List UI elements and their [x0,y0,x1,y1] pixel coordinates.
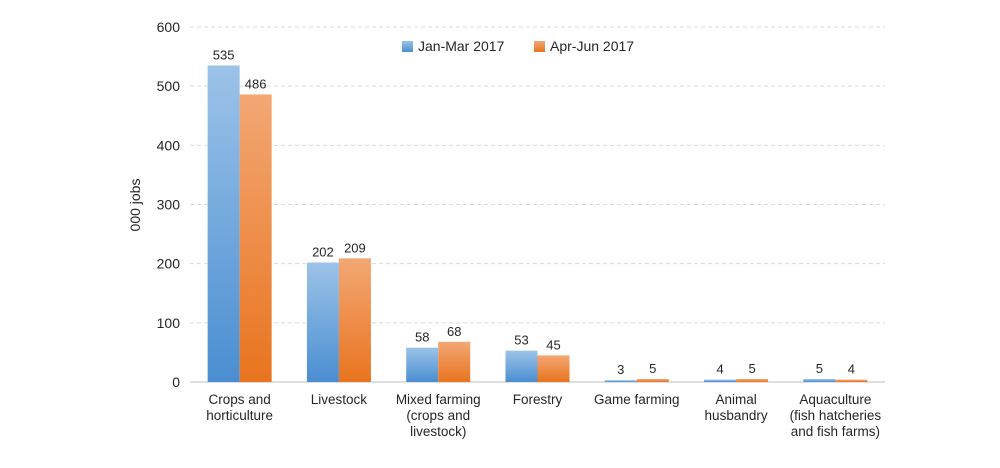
y-tick-label: 100 [157,315,181,331]
y-tick-label: 0 [172,374,180,390]
legend-swatch [534,41,545,52]
bar-apr-jun [338,258,371,382]
data-label: 486 [245,76,267,91]
data-label: 4 [848,362,855,377]
category-label: Animal husbandry [705,392,768,423]
legend: Jan-Mar 2017 Apr-Jun 2017 [402,38,634,54]
legend-label: Jan-Mar 2017 [418,38,505,54]
data-label: 45 [546,337,560,352]
legend-label: Apr-Jun 2017 [550,38,634,54]
data-label: 202 [312,244,334,259]
axes: 0 100 200 300 400 500 600 000 jobs Crops and hort… [127,19,885,439]
bar-apr-jun [835,379,868,382]
category-label: Aquaculture (fish hatcheries and fish farm… [790,392,882,439]
y-axis-title: 000 jobs [127,179,143,232]
data-label: 5 [748,361,755,376]
legend-swatch [402,41,413,52]
bar-jan-mar [704,379,737,382]
y-tick-label: 200 [157,256,181,272]
bar-jan-mar [803,379,836,382]
data-label: 68 [447,324,461,339]
data-label: 58 [415,330,429,345]
data-label: 5 [649,361,656,376]
data-label: 53 [514,333,528,348]
bars [207,65,868,382]
bar-jan-mar [505,350,538,382]
category-label: Crops and horticulture [206,392,273,423]
bar-apr-jun [239,94,272,382]
data-label: 5 [816,361,823,376]
data-label: 4 [716,362,723,377]
data-label: 3 [617,362,624,377]
bar-apr-jun [636,379,669,382]
y-tick-label: 400 [157,137,181,153]
gridlines [190,26,885,324]
bar-jan-mar [406,347,439,382]
bar-apr-jun [438,341,471,382]
category-label: Forestry [513,392,563,407]
bar-apr-jun [736,379,769,382]
data-label: 209 [344,240,366,255]
bar-jan-mar [207,65,240,382]
bar-jan-mar [604,380,637,382]
bar-jan-mar [306,262,339,382]
category-label: Game farming [594,392,680,407]
y-tick-label: 600 [157,19,181,35]
category-label: Livestock [311,392,368,407]
bar-apr-jun [537,355,570,382]
category-label: Mixed farming (crops and livestock) [396,392,481,439]
y-tick-label: 300 [157,197,181,213]
y-tick-label: 500 [157,78,181,94]
data-label: 535 [213,47,235,62]
